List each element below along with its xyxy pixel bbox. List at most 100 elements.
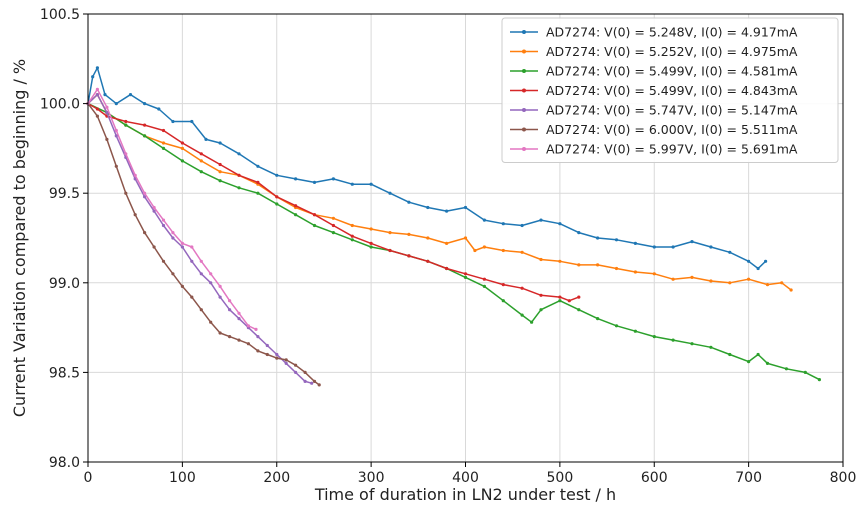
data-point [209, 272, 213, 276]
data-point [764, 259, 768, 263]
data-point [124, 191, 128, 195]
data-point [256, 335, 260, 339]
data-point [312, 213, 317, 217]
data-point [294, 204, 298, 208]
data-point [369, 245, 373, 249]
data-point [312, 379, 317, 383]
data-point [95, 87, 99, 91]
data-point [577, 231, 581, 235]
data-point [369, 227, 373, 231]
data-point [256, 180, 260, 184]
data-point [633, 241, 638, 245]
data-point [91, 75, 95, 79]
data-point [463, 236, 468, 240]
data-point [180, 146, 184, 150]
data-point [577, 308, 581, 312]
data-point [124, 119, 128, 124]
data-point [157, 107, 161, 111]
data-point [114, 164, 118, 168]
data-point [350, 223, 354, 228]
data-point [143, 195, 147, 199]
data-point [709, 279, 713, 283]
series-line-3 [87, 102, 820, 381]
legend-marker [522, 147, 526, 151]
data-point [265, 352, 269, 357]
data-point [218, 284, 222, 288]
data-point [728, 352, 732, 357]
data-point [530, 320, 534, 324]
data-point [180, 245, 184, 249]
data-point [294, 370, 298, 374]
legend-label: AD7274: V(0) = 5.248V, I(0) = 4.917mA [546, 25, 798, 40]
data-point [331, 177, 335, 181]
data-point [237, 311, 241, 315]
data-point [369, 241, 373, 245]
y-tick-label: 100.0 [40, 97, 80, 113]
x-axis-title: Time of duration in LN2 under test / h [314, 485, 616, 504]
data-point [218, 331, 222, 335]
data-point [558, 295, 562, 299]
data-point [199, 259, 203, 263]
data-point [817, 378, 822, 382]
data-point [246, 342, 250, 346]
data-point [199, 159, 203, 163]
data-point [228, 308, 232, 312]
data-point [275, 352, 279, 357]
data-point [426, 205, 430, 210]
series-line-1 [87, 67, 767, 270]
data-point [369, 182, 373, 186]
data-point [765, 361, 770, 365]
data-point [275, 173, 279, 177]
data-point [171, 236, 175, 240]
data-point [520, 250, 524, 254]
data-point [237, 338, 241, 342]
x-tick-label: 700 [735, 470, 762, 486]
data-point [228, 335, 232, 339]
data-point [95, 114, 99, 118]
data-point [728, 250, 732, 254]
data-point [275, 202, 279, 206]
data-point [426, 259, 430, 263]
data-point [133, 173, 137, 177]
axis-ticks: 0 100 200 300 400 500 600 700 800 98.0 98.5 99.0 99.… [40, 7, 856, 486]
legend-marker [522, 49, 526, 54]
data-point [256, 191, 260, 195]
series-layer [86, 66, 822, 387]
data-point [246, 324, 250, 328]
data-point [520, 223, 524, 228]
legend: AD7274: V(0) = 5.248V, I(0) = 4.917mA AD7… [501, 17, 839, 163]
data-point [237, 152, 241, 156]
data-point [199, 170, 203, 174]
data-point [463, 272, 468, 276]
data-point [633, 270, 638, 274]
data-point [331, 231, 335, 235]
data-point [539, 308, 543, 312]
legend-marker [522, 30, 526, 34]
data-point [784, 367, 789, 371]
data-point [633, 329, 638, 333]
data-point [312, 223, 317, 228]
data-point [105, 111, 109, 115]
data-point [463, 275, 468, 279]
data-point [501, 299, 505, 303]
data-point [114, 128, 118, 133]
legend-label: AD7274: V(0) = 5.499V, I(0) = 4.581mA [546, 64, 798, 79]
data-point [180, 159, 184, 163]
data-point [614, 266, 619, 271]
data-point [171, 119, 175, 124]
data-point [331, 223, 335, 228]
x-tick-label: 200 [263, 470, 290, 486]
data-point [312, 180, 317, 184]
data-point [671, 277, 675, 281]
data-point [152, 205, 156, 210]
x-tick-label: 300 [358, 470, 385, 486]
data-point [388, 191, 392, 195]
data-point [284, 358, 288, 362]
data-point [237, 186, 241, 190]
data-point [388, 248, 392, 253]
data-point [95, 107, 99, 111]
data-point [275, 356, 279, 360]
data-point [558, 299, 562, 303]
data-point [209, 281, 213, 285]
